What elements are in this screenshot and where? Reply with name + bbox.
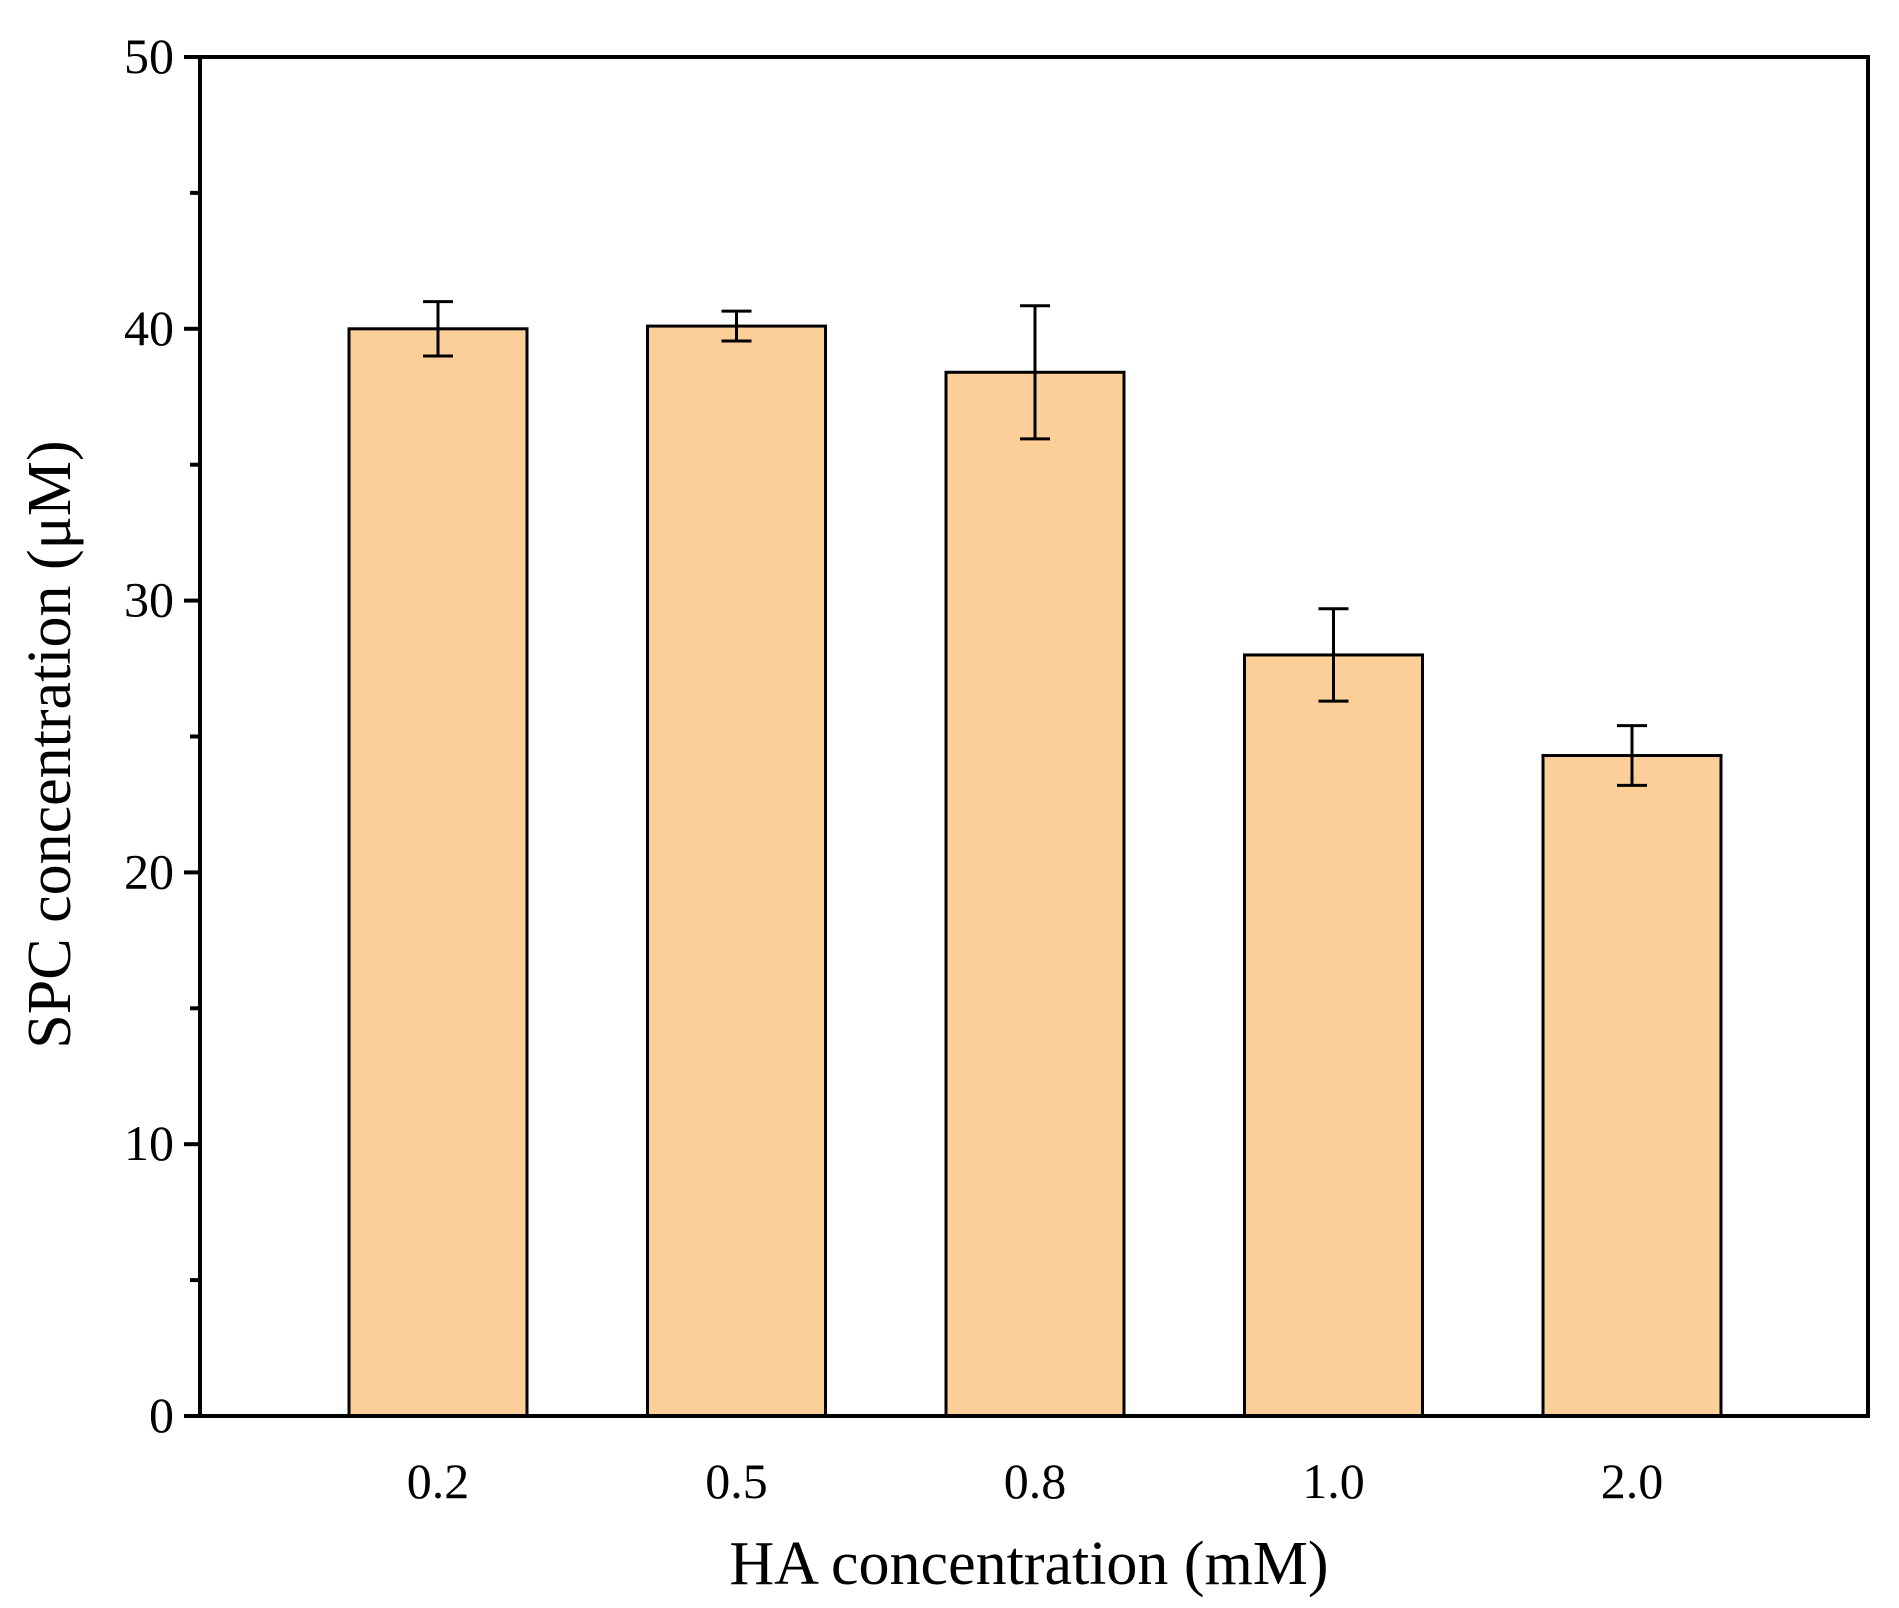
y-tick-label: 20 xyxy=(124,843,174,899)
bars-layer xyxy=(347,324,1723,1418)
bar-1.0 xyxy=(1243,653,1424,1418)
x-tick-label: 0.5 xyxy=(705,1453,768,1509)
y-tick-label: 30 xyxy=(124,572,174,628)
y-tick-label: 10 xyxy=(124,1115,174,1171)
y-axis-title: SPC concentration (μM) xyxy=(16,440,84,1048)
y-axis: 0 10 20 30 40 50 xyxy=(124,28,200,1443)
bar-0.8 xyxy=(944,370,1126,1418)
errorbars-layer xyxy=(423,300,1647,787)
y-tick-label: 0 xyxy=(149,1387,174,1443)
x-tick-label: 0.2 xyxy=(407,1453,470,1509)
x-axis: 0.2 0.5 0.8 1.0 2.0 xyxy=(407,1453,1664,1509)
y-tick-label: 50 xyxy=(124,28,174,84)
x-axis-title: HA concentration (mM) xyxy=(729,1530,1328,1598)
bar-2.0 xyxy=(1541,754,1723,1418)
x-tick-label: 1.0 xyxy=(1302,1453,1365,1509)
y-tick-label: 40 xyxy=(124,300,174,356)
x-tick-label: 0.8 xyxy=(1004,1453,1067,1509)
bar-0.2 xyxy=(347,327,529,1418)
bar-0.5 xyxy=(646,324,827,1418)
x-tick-label: 2.0 xyxy=(1601,1453,1664,1509)
